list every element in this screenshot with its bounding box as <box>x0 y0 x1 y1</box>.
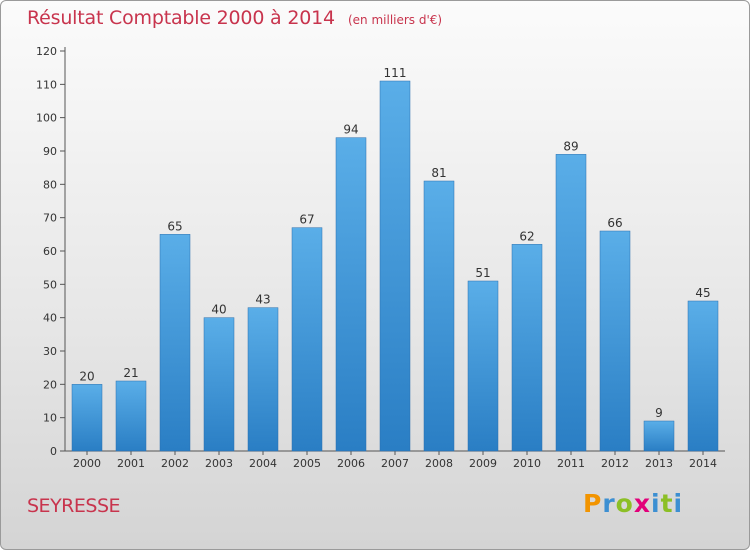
x-tick-label: 2000 <box>73 457 101 470</box>
bar <box>159 234 191 452</box>
y-tick-label: 50 <box>43 278 57 291</box>
logo-letter: r <box>602 489 616 518</box>
data-label: 51 <box>475 266 490 280</box>
y-tick-label: 120 <box>36 45 57 58</box>
bar <box>291 227 323 452</box>
y-tick-label: 40 <box>43 312 57 325</box>
data-label: 45 <box>695 286 710 300</box>
data-label: 81 <box>431 166 446 180</box>
bar <box>643 420 675 452</box>
bar <box>379 80 411 452</box>
logo-letter: t <box>660 489 674 518</box>
x-axis: 2000 2001 2002 2003 2004 2005 2006 2007 2008 2009… <box>65 450 725 470</box>
x-tick-label: 2014 <box>689 457 717 470</box>
bar <box>115 380 147 452</box>
logo-letter: P <box>583 489 603 518</box>
data-label: 65 <box>167 219 182 233</box>
bar <box>687 300 719 452</box>
y-tick-label: 10 <box>43 412 57 425</box>
y-tick-label: 80 <box>43 178 57 191</box>
bar <box>423 180 455 452</box>
y-tick-label: 30 <box>43 345 57 358</box>
x-tick-label: 2007 <box>381 457 409 470</box>
bar <box>555 154 587 452</box>
data-label: 89 <box>563 139 578 153</box>
y-tick-label: 20 <box>43 378 57 391</box>
x-tick-label: 2011 <box>557 457 585 470</box>
logo-letter: o <box>615 489 634 518</box>
y-tick-label: 90 <box>43 145 57 158</box>
chart-subtitle: (en milliers d'€) <box>347 13 443 27</box>
data-label: 40 <box>211 303 226 317</box>
bar <box>71 384 103 452</box>
bar <box>203 317 235 452</box>
data-label: 62 <box>519 229 534 243</box>
proxiti-logo[interactable]: Proxiti <box>583 489 683 518</box>
bars <box>71 80 719 452</box>
x-tick-label: 2008 <box>425 457 453 470</box>
y-tick-label: 100 <box>36 112 57 125</box>
chart-title: Résultat Comptable 2000 à 2014 <box>27 7 335 29</box>
y-tick-label: 0 <box>50 445 57 458</box>
x-tick-label: 2010 <box>513 457 541 470</box>
x-tick-label: 2013 <box>645 457 673 470</box>
bar <box>247 307 279 452</box>
bar <box>335 137 367 452</box>
x-tick-label: 2005 <box>293 457 321 470</box>
data-label: 9 <box>655 406 663 420</box>
data-label: 67 <box>299 213 314 227</box>
x-tick-label: 2002 <box>161 457 189 470</box>
data-label: 43 <box>255 293 270 307</box>
x-tick-label: 2009 <box>469 457 497 470</box>
data-label: 20 <box>79 369 94 383</box>
bar <box>511 244 543 452</box>
x-tick-label: 2012 <box>601 457 629 470</box>
data-label: 66 <box>607 216 622 230</box>
data-label: 111 <box>384 66 407 80</box>
y-tick-label: 70 <box>43 212 57 225</box>
bar <box>467 280 499 452</box>
x-tick-label: 2006 <box>337 457 365 470</box>
logo-letter: i <box>651 489 661 518</box>
bar <box>599 230 631 452</box>
logo-letter: x <box>633 489 651 518</box>
x-tick-label: 2003 <box>205 457 233 470</box>
x-tick-label: 2001 <box>117 457 145 470</box>
title-row: Résultat Comptable 2000 à 2014 (en milli… <box>27 7 442 29</box>
value-labels: 20 21 65 40 43 67 94 111 81 51 62 89 66 9 45 <box>79 66 710 420</box>
logo-letter: i <box>673 489 684 518</box>
data-label: 94 <box>343 123 358 137</box>
data-label: 21 <box>123 366 138 380</box>
commune-name: SEYRESSE <box>27 495 121 517</box>
y-tick-label: 60 <box>43 245 57 258</box>
x-tick-label: 2004 <box>249 457 277 470</box>
y-axis: 0 10 20 30 40 50 60 70 80 90 100 110 120 <box>36 45 66 458</box>
y-tick-label: 110 <box>36 78 57 91</box>
